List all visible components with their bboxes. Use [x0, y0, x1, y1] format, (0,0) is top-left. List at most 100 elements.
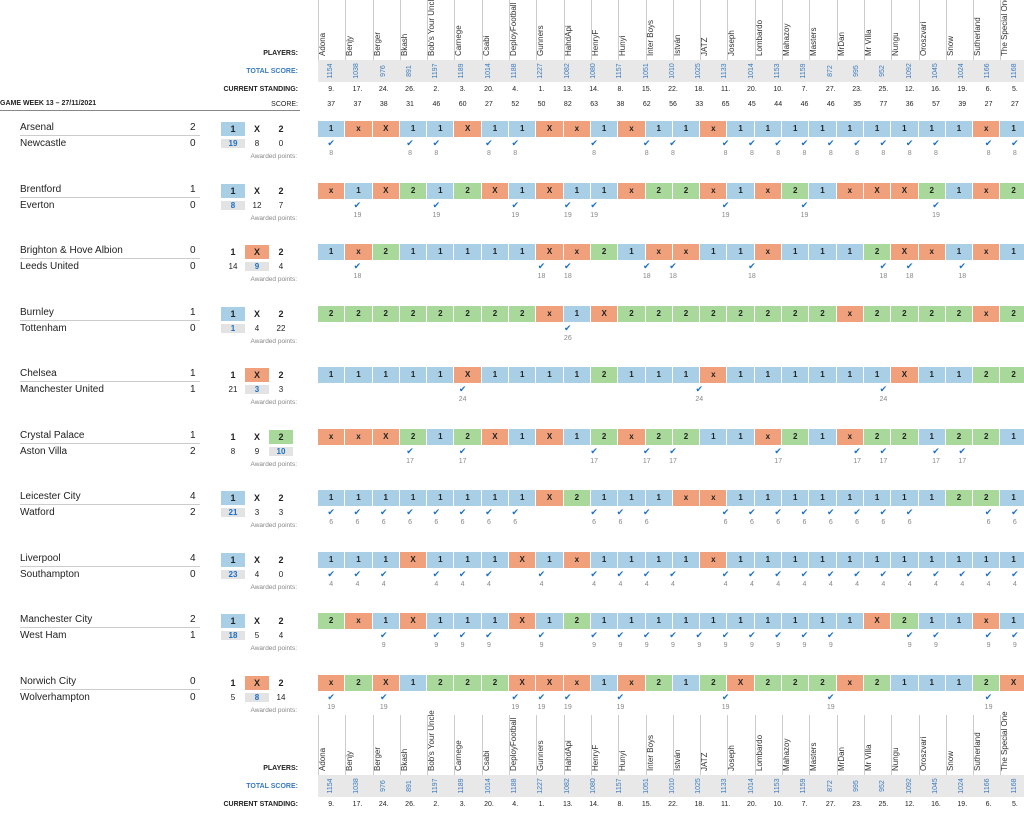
check-icon [634, 384, 660, 394]
points-cell [923, 519, 949, 526]
player-column: Gunners [536, 0, 563, 60]
check-icon [607, 384, 633, 394]
pick-cell: 1 [399, 244, 428, 260]
points-cell [739, 458, 765, 465]
pick-cell: 1 [918, 367, 946, 383]
total-score-cell: 1154 [327, 63, 335, 79]
standing-cell: 7. [801, 86, 808, 93]
check-icon [371, 446, 397, 456]
pick-count: 14 [228, 262, 238, 271]
week-score-cell: 52 [511, 101, 520, 108]
check-icon: ✔ [984, 630, 993, 640]
pick-cell: x [318, 674, 346, 691]
outcome-X: X [245, 675, 269, 690]
points-cell: 4 [671, 580, 675, 588]
points-cell [660, 519, 686, 526]
check-icon [476, 692, 502, 702]
player-column: MrDan [836, 0, 864, 60]
awarded-label: Awarded points: [250, 706, 298, 714]
player-name: Joseph [727, 30, 737, 56]
pick-cell: 2 [891, 613, 919, 629]
check-icon [1002, 384, 1024, 394]
player-column: DeployFootball [509, 0, 536, 60]
check-icon: ✔ [853, 138, 861, 148]
points-cell [1002, 704, 1024, 711]
pick-counts: 19 8 0 [221, 139, 293, 148]
outcome-X: X [245, 368, 269, 382]
home-goals: 2 [190, 614, 196, 625]
pick-cell: x [618, 182, 646, 199]
points-cell: 4 [960, 580, 965, 588]
points-cell: 8 [986, 150, 991, 157]
pick-cell: 1 [727, 367, 755, 383]
points-cell [975, 212, 1001, 219]
points-cell: 9 [592, 642, 597, 649]
player-name: HenryF [590, 744, 600, 771]
total-score-cell: 952 [879, 780, 887, 792]
check-icon [528, 446, 554, 456]
pick-cell: 1 [399, 490, 428, 506]
pick-cell: 1 [372, 613, 400, 629]
pick-cell: X [1000, 674, 1024, 691]
check-icon [660, 323, 686, 333]
away-goals: 0 [190, 138, 196, 149]
team-divider [20, 565, 200, 567]
points-cell [765, 396, 791, 403]
standing-cell: 16. [931, 86, 941, 93]
player-column: Nungu [891, 715, 918, 775]
match-row: Burnley Tottenham 1 0 1 X 2 1 4 22 Awarded points:… [0, 305, 1024, 367]
home-team: Crystal Palace [20, 429, 85, 441]
match-row: Manchester City West Ham 2 1 1 X 2 18 5 4 Awarded … [0, 612, 1024, 674]
points-cell [923, 335, 949, 342]
pick-cell: 1 [427, 613, 455, 629]
check-icon [423, 261, 449, 271]
points-cell [975, 273, 1001, 280]
player-name: Berger [372, 31, 382, 56]
pick-cell: 1 [399, 121, 428, 137]
check-icon [844, 630, 870, 640]
player-column: Joseph [727, 0, 754, 60]
pick-count: 0 [278, 139, 284, 148]
points-cell [502, 396, 528, 403]
player-name: HahdApi [563, 740, 573, 771]
pick-cell: 2 [454, 305, 482, 322]
pick-cell: 2 [399, 305, 428, 322]
check-icon [1002, 446, 1024, 456]
points-cell [502, 581, 528, 588]
pick-cell: 1 [618, 490, 646, 506]
check-icon [923, 261, 949, 271]
pick-cell: X [372, 674, 400, 691]
standing-cell: 2. [433, 801, 440, 808]
points-cell: 9 [539, 642, 544, 649]
check-icon [739, 384, 765, 394]
home-team: Chelsea [20, 368, 57, 379]
points-cell: 24 [879, 396, 888, 403]
points-cell: 4 [881, 580, 886, 588]
check-icon [318, 630, 344, 640]
check-icon [528, 323, 554, 333]
check-icon [318, 446, 344, 456]
points-cell [660, 396, 686, 403]
standing-cell: 26. [405, 801, 415, 808]
points-cell [581, 273, 607, 280]
pick-cell: x [754, 244, 783, 260]
check-icon: ✔ [379, 691, 388, 702]
points-cell [581, 335, 607, 342]
check-icon [344, 692, 370, 702]
total-score-cell: 1189 [458, 63, 466, 79]
week-score-cell: 46 [800, 101, 809, 108]
pick-cell: X [727, 674, 755, 691]
check-icon: ✔ [564, 261, 572, 271]
pick-cell: 1 [836, 367, 864, 383]
pick-cell: 2 [754, 305, 783, 322]
check-icon [476, 446, 502, 456]
week-scores: 37 37 38 31 46 60 27 52 50 82 63 38 62 56 33 65 45 44 46 46… [318, 101, 1024, 108]
check-icon: ✔ [406, 507, 414, 517]
players-label: PLAYERS: [263, 765, 298, 772]
match-row: Chelsea Manchester United 1 1 1 X 2 21 3 3 Awarded… [0, 366, 1024, 428]
awarded-points: 24 24 24 [318, 396, 1024, 403]
check-icon [791, 323, 817, 333]
check-icon [739, 692, 765, 702]
player-name: The Special One [1000, 711, 1010, 771]
check-icon [897, 323, 923, 333]
